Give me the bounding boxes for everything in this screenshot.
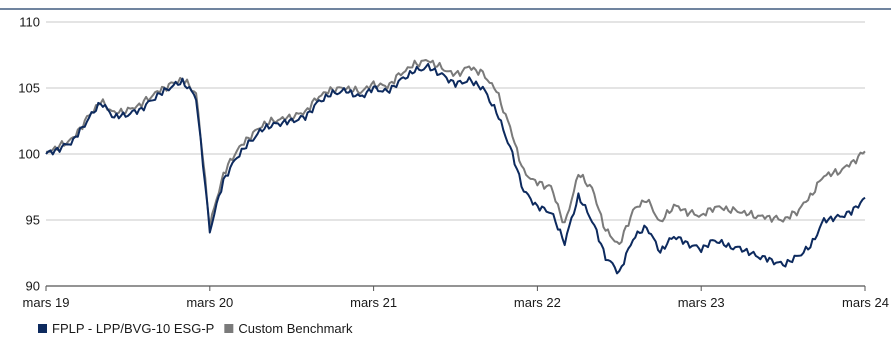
y-axis-tick-labels: 110 105 100 95 90 (18, 15, 40, 294)
series-lines (45, 59, 866, 275)
y-tick-label: 95 (26, 213, 40, 228)
x-tick-label: mars 20 (186, 295, 233, 310)
y-tick-label: 110 (19, 15, 40, 30)
x-tick-label: mars 22 (514, 295, 561, 310)
legend-label: Custom Benchmark (238, 321, 353, 336)
series-line-0 (45, 62, 866, 275)
legend-label: FPLP - LPP/BVG-10 ESG-P (52, 321, 214, 336)
x-tick-label: mars 19 (23, 295, 70, 310)
y-tick-label: 100 (18, 147, 40, 162)
y-tick-label: 105 (18, 81, 40, 96)
y-tick-label: 90 (26, 279, 40, 294)
x-axis (45, 286, 866, 291)
legend-swatch (224, 324, 234, 333)
legend: FPLP - LPP/BVG-10 ESG-P Custom Benchmark (38, 321, 353, 336)
x-tick-label: mars 21 (350, 295, 397, 310)
x-tick-label: mars 24 (842, 295, 889, 310)
x-axis-tick-labels: mars 19 mars 20 mars 21 mars 22 mars 23 mars … (23, 295, 889, 310)
x-tick-label: mars 23 (678, 295, 725, 310)
legend-swatch (38, 324, 47, 333)
gridlines (0, 8, 891, 287)
